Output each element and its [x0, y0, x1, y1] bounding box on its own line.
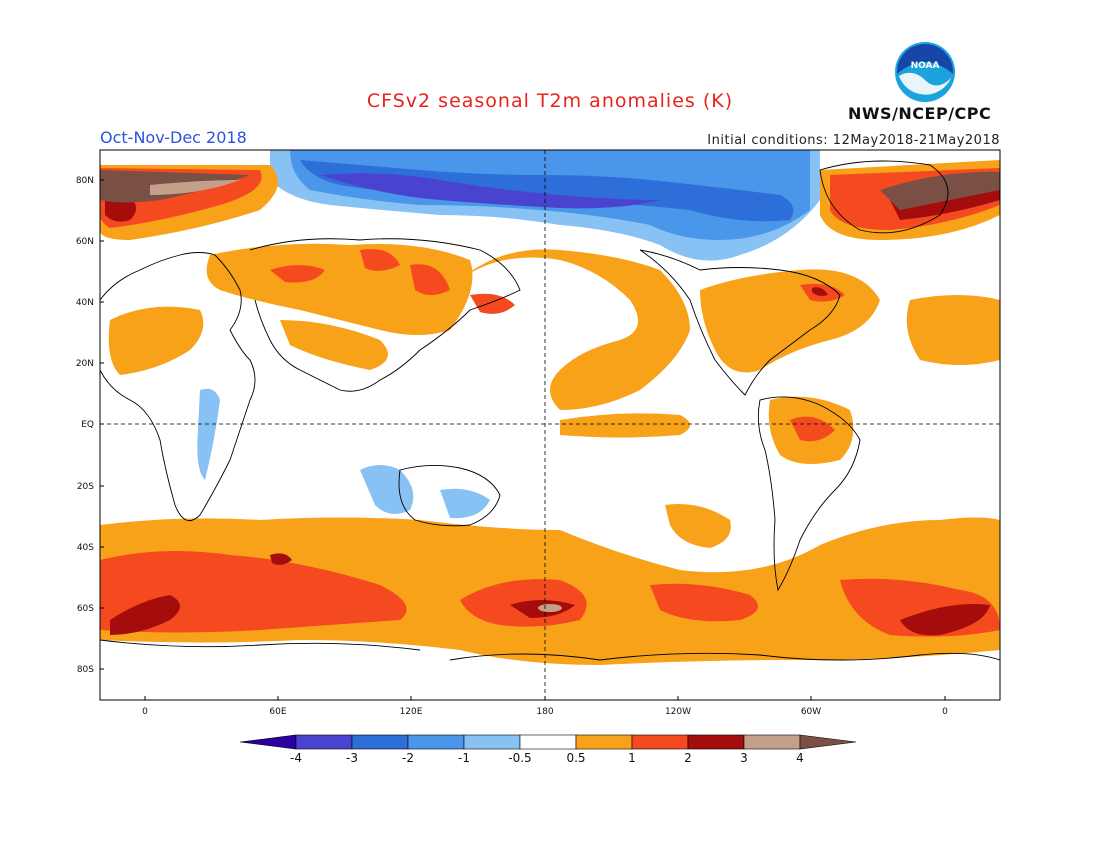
lon-label: 60E [269, 707, 286, 717]
aus-cool-2 [440, 488, 490, 519]
colorbar-swatch [463, 734, 521, 750]
lat-label: EQ [81, 420, 94, 430]
npac-warm-red [470, 293, 515, 314]
lon-label: 120W [665, 707, 691, 717]
southern-ocean-tan-mid [538, 604, 562, 612]
eurasia-warm-red-3 [410, 264, 450, 295]
colorbar-swatch [575, 734, 633, 750]
initial-conditions-label: Initial conditions: 12May2018-21May2018 [707, 133, 1000, 148]
noaa-logo: NOAA [895, 42, 955, 102]
colorbar-swatch [295, 734, 353, 750]
colorbar-swatch [743, 734, 801, 750]
lon-label: 0 [142, 707, 148, 717]
arctic-cold-blue [300, 160, 794, 222]
namerica-warm-dark [812, 287, 828, 296]
map-title: CFSv2 seasonal T2m anomalies (K) [366, 90, 734, 112]
lat-label: 80S [77, 665, 94, 675]
colorbar-swatch [631, 734, 689, 750]
coastlines [100, 160, 1000, 661]
lat-label: 40N [76, 298, 94, 308]
colorbar-swatch [519, 734, 577, 750]
eurasia-warm-red-1 [270, 265, 325, 283]
agency-label: NWS/NCEP/CPC [848, 104, 992, 123]
map-field [100, 150, 1000, 700]
colorbar-label: -4 [290, 751, 302, 765]
lon-label: 120E [400, 707, 423, 717]
colorbar-label: 1 [628, 751, 636, 765]
colorbar-label: 2 [684, 751, 692, 765]
colorbar-swatch [687, 734, 745, 750]
colorbar-swatch [351, 734, 409, 750]
barents-warm-tan [150, 180, 240, 195]
lat-label: 20N [76, 359, 94, 369]
colorbar-label: -3 [346, 751, 358, 765]
atlantic-warm [906, 295, 1000, 365]
india-warm [280, 320, 388, 370]
australia-cool [360, 465, 414, 514]
eurasia-warm-red-2 [360, 249, 400, 271]
lon-label: 60W [801, 707, 821, 717]
indian-ocean-dark [270, 553, 292, 565]
colorbar-label: 4 [796, 751, 804, 765]
map-frame [99, 149, 1001, 701]
europe-warm [108, 306, 204, 375]
colorbar-high-arrow [799, 734, 857, 750]
southern-ocean-dark-left [110, 595, 180, 635]
colorbar-label: 0.5 [566, 751, 585, 765]
samerica-warm-red [790, 416, 835, 442]
southern-ocean-dark-far [900, 604, 990, 636]
logo-text: NOAA [911, 61, 940, 71]
colorbar-label: -2 [402, 751, 414, 765]
lat-axis: 80N 60N 40N 20N EQ 20S 40S 60S 80S [76, 176, 104, 675]
eq-pacific-warm [560, 413, 690, 438]
colorbar-label: -1 [458, 751, 470, 765]
colorbar-low-arrow [239, 734, 297, 750]
lon-label: 180 [536, 707, 553, 717]
lat-label: 20S [77, 482, 94, 492]
lat-label: 40S [77, 543, 94, 553]
greenland-warm-brown [880, 171, 1000, 210]
southern-ocean-red-right [650, 583, 758, 622]
colorbar-swatch [407, 734, 465, 750]
npac-warm-orange [460, 249, 690, 410]
eurasia-warm-orange [206, 243, 473, 335]
colorbar-label: -0.5 [508, 751, 531, 765]
season-label: Oct-Nov-Dec 2018 [100, 128, 247, 147]
lat-label: 60S [77, 604, 94, 614]
colorbar-label: 3 [740, 751, 748, 765]
lon-label: 0 [942, 707, 948, 717]
arctic-cold-deep [320, 173, 660, 209]
lat-label: 60N [76, 237, 94, 247]
lat-label: 80N [76, 176, 94, 186]
colorbar: -4 -3 -2 -1 -0.5 0.5 1 2 3 4 [239, 734, 857, 765]
africa-cool [197, 388, 220, 480]
lon-axis: 0 60E 120E 180 120W 60W 0 [142, 696, 948, 717]
east-pacific-warm [665, 504, 731, 548]
